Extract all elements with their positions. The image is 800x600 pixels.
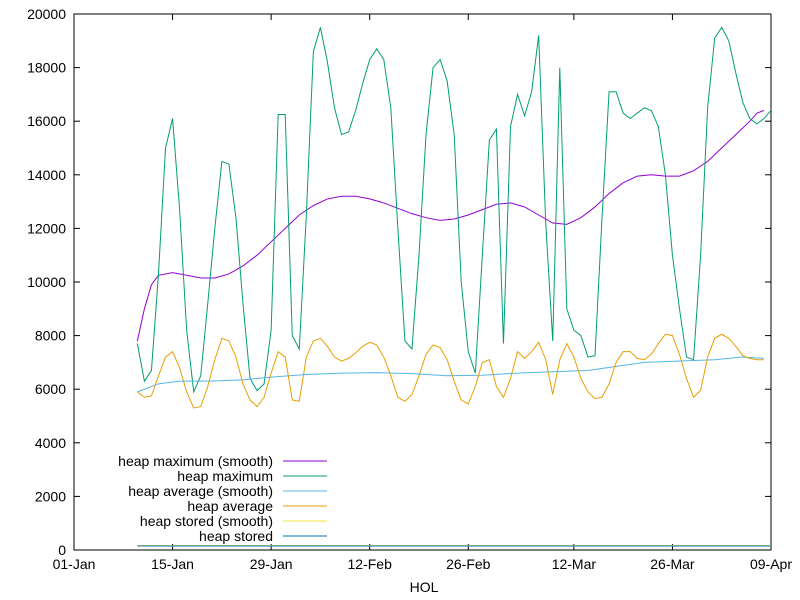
x-axis-label: HOL	[410, 579, 439, 595]
x-tick-label: 12-Feb	[348, 556, 393, 572]
legend-label: heap maximum (smooth)	[118, 453, 273, 469]
y-tick-label: 0	[58, 542, 66, 558]
y-tick-label: 14000	[27, 167, 66, 183]
series-heap-maximum-smooth	[136, 110, 765, 342]
x-tick-label: 29-Jan	[250, 556, 293, 572]
series-heap-average-smooth	[137, 356, 764, 393]
legend-label: heap stored (smooth)	[140, 513, 273, 529]
y-tick-label: 4000	[35, 435, 66, 451]
legend-label: heap maximum	[177, 468, 273, 484]
series-layer	[136, 26, 772, 547]
y-tick-label: 2000	[35, 488, 66, 504]
legend-label: heap average (smooth)	[128, 483, 273, 499]
y-tick-label: 18000	[27, 60, 66, 76]
x-tick-label: 01-Jan	[53, 556, 96, 572]
y-tick-label: 12000	[27, 220, 66, 236]
legend-label: heap average	[187, 498, 273, 514]
y-tick-label: 8000	[35, 328, 66, 344]
legend-label: heap stored	[199, 528, 273, 544]
series-heap-average	[137, 333, 764, 409]
x-tick-label: 15-Jan	[151, 556, 194, 572]
x-tick-label: 09-Apr	[750, 556, 792, 572]
y-tick-label: 20000	[27, 6, 66, 22]
x-axis: 01-Jan 15-Jan 29-Jan 12-Feb 26-Feb 12-Mar 26-M…	[53, 14, 792, 572]
y-tick-label: 10000	[27, 274, 66, 290]
y-tick-label: 16000	[27, 113, 66, 129]
x-tick-label: 12-Mar	[552, 556, 597, 572]
x-tick-label: 26-Feb	[446, 556, 491, 572]
y-tick-label: 6000	[35, 381, 66, 397]
y-axis: 0 2000 4000 6000 8000 10000 12000 14000 16000 180…	[27, 6, 771, 558]
series-heap-maximum	[136, 26, 772, 394]
x-tick-label: 26-Mar	[650, 556, 695, 572]
